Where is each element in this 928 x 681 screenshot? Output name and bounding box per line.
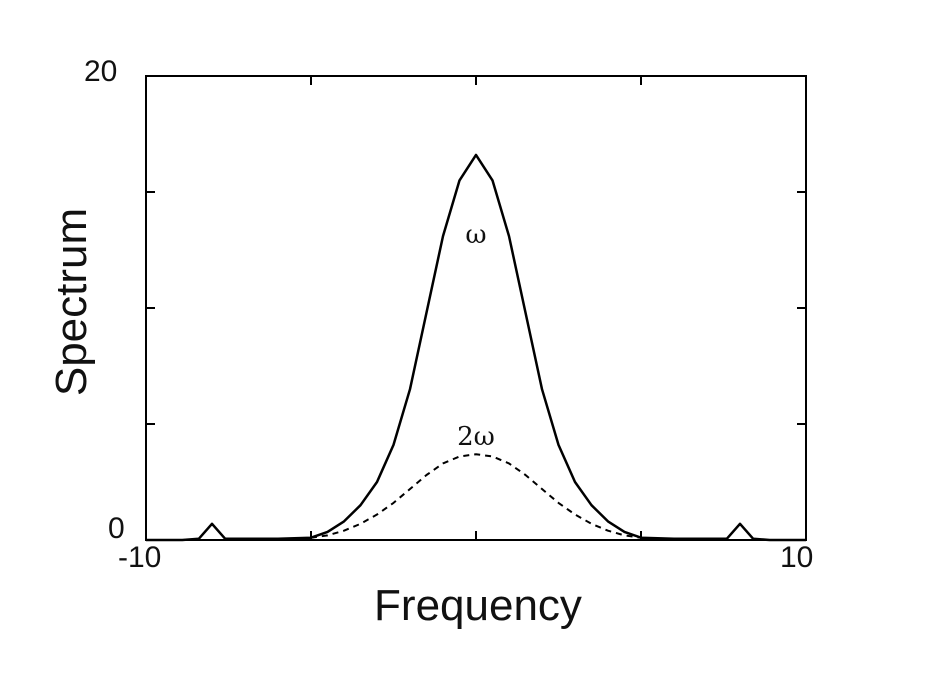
y-tick-label-max: 20 [84,55,117,88]
series-label-omega: ω [465,220,486,250]
series-layer [146,153,806,542]
y-axis-title: Spectrum [47,208,96,396]
series-line-omega [146,153,806,542]
series-label-2omega: 2ω [457,422,495,452]
labels-layer: ω 2ω [457,220,495,452]
plot-frame [145,75,807,541]
series-line-2omega [146,453,806,541]
x-tick-label-max: 10 [780,541,813,574]
y-tick-label-min: 0 [108,512,125,545]
x-axis-title: Frequency [374,581,582,630]
x-tick-label-min: -10 [118,541,161,574]
axis-ticks [146,76,806,540]
plot-border [145,75,807,541]
